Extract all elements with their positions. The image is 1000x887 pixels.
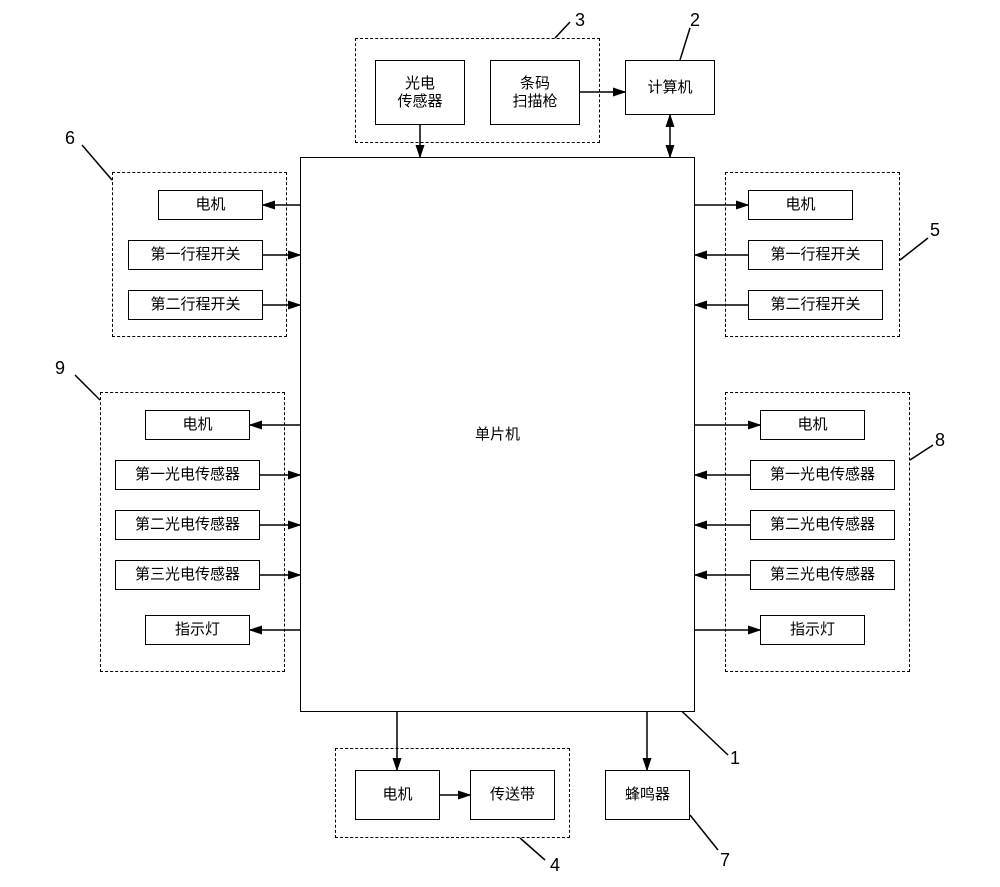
group9-p3: 第三光电传感器 <box>115 560 260 590</box>
group8-led: 指示灯 <box>760 615 865 645</box>
group9-led: 指示灯 <box>145 615 250 645</box>
group6-limit2: 第二行程开关 <box>128 290 263 320</box>
group5-limit1: 第一行程开关 <box>748 240 883 270</box>
diagram-canvas: 单片机3光电传感器条码扫描枪6电机第一行程开关第二行程开关5电机第一行程开关第二… <box>0 0 1000 887</box>
group8-label: 8 <box>935 430 945 451</box>
group3-photo: 光电传感器 <box>375 60 465 125</box>
group8-p1: 第一光电传感器 <box>750 460 895 490</box>
group4-belt: 传送带 <box>470 770 555 820</box>
group9-label: 9 <box>55 358 65 379</box>
mcu-box: 单片机 <box>300 157 695 712</box>
buzzer-box: 蜂鸣器 <box>605 770 690 820</box>
group5-limit2: 第二行程开关 <box>748 290 883 320</box>
group5-label: 5 <box>930 220 940 241</box>
group9-motor: 电机 <box>145 410 250 440</box>
computer-box: 计算机 <box>625 60 715 115</box>
group4-motor: 电机 <box>355 770 440 820</box>
group9-p1: 第一光电传感器 <box>115 460 260 490</box>
group8-p3: 第三光电传感器 <box>750 560 895 590</box>
group6-label: 6 <box>65 128 75 149</box>
computer-label: 2 <box>690 10 700 31</box>
group8-motor: 电机 <box>760 410 865 440</box>
group6-limit1: 第一行程开关 <box>128 240 263 270</box>
group3-scanner: 条码扫描枪 <box>490 60 580 125</box>
label-1: 1 <box>730 748 740 769</box>
group4-label: 4 <box>550 855 560 876</box>
buzzer-label: 7 <box>720 850 730 871</box>
group3-label: 3 <box>575 10 585 31</box>
group9-p2: 第二光电传感器 <box>115 510 260 540</box>
group5-motor: 电机 <box>748 190 853 220</box>
group6-motor: 电机 <box>158 190 263 220</box>
group8-p2: 第二光电传感器 <box>750 510 895 540</box>
